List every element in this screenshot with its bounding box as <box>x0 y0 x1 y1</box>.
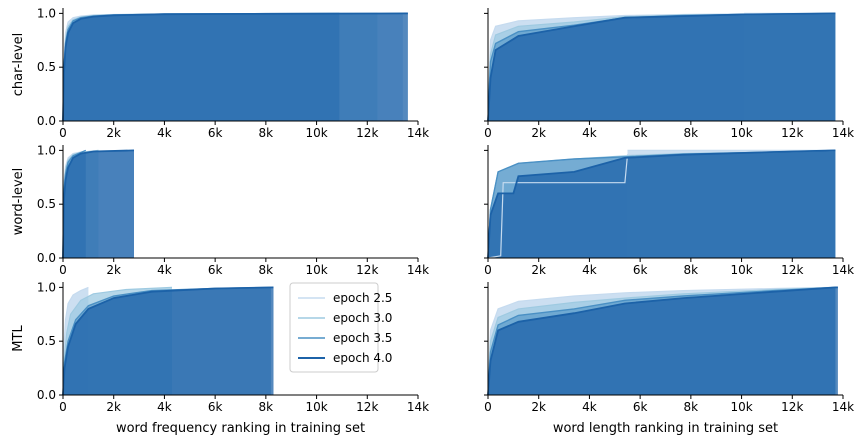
x-tick-label-char-length-3: 6k <box>633 126 648 140</box>
x-tick-label-mtl-frequency-0: 0 <box>59 400 67 414</box>
x-tick-label-char-frequency-1: 2k <box>106 126 121 140</box>
x-tick-label-mtl-frequency-5: 10k <box>305 400 327 414</box>
x-tick-label-word-length-5: 10k <box>730 263 752 277</box>
x-tick-label-char-frequency-5: 10k <box>305 126 327 140</box>
x-tick-label-word-length-3: 6k <box>633 263 648 277</box>
line-mtl-frequency-series-1 <box>62 286 173 396</box>
panel-mtl-frequency: 0 2k 4k 6k 8k 10k 12k 14k 0.0 0.5 1.0 MTL word frequ… <box>11 280 429 436</box>
y-axis-title-mtl-frequency: MTL <box>11 325 26 352</box>
x-tick-label-char-length-0: 0 <box>484 126 492 140</box>
x-tick-label-mtl-length-6: 12k <box>781 400 803 414</box>
area-char-length-series-3 <box>488 13 836 121</box>
line-char-length-series-3 <box>487 12 836 122</box>
y-tick-label-char-frequency-2: 1.0 <box>37 6 56 20</box>
x-tick-label-mtl-frequency-6: 12k <box>356 400 378 414</box>
y-tick-label-word-frequency-2: 1.0 <box>37 143 56 157</box>
y-tick-label-mtl-frequency-1: 0.5 <box>37 334 56 348</box>
x-tick-label-word-length-7: 14k <box>832 263 854 277</box>
x-tick-label-mtl-length-2: 4k <box>582 400 597 414</box>
x-tick-label-word-length-4: 8k <box>684 263 699 277</box>
x-tick-label-word-frequency-1: 2k <box>106 263 121 277</box>
x-axis-title-mtl-length: word length ranking in training set <box>553 421 778 436</box>
x-tick-label-char-frequency-7: 14k <box>407 126 429 140</box>
x-tick-label-char-length-5: 10k <box>730 126 752 140</box>
line-word-frequency-series-3 <box>62 149 135 259</box>
x-tick-label-char-length-6: 12k <box>781 126 803 140</box>
y-axis-title-word-frequency: word-level <box>11 168 26 236</box>
x-tick-label-word-frequency-6: 12k <box>356 263 378 277</box>
panel-char-frequency: 0 2k 4k 6k 8k 10k 12k 14k 0.0 0.5 1.0 char-level <box>11 6 429 140</box>
x-tick-label-mtl-length-0: 0 <box>484 400 492 414</box>
y-tick-label-word-frequency-0: 0.0 <box>37 251 56 265</box>
line-mtl-frequency-series-0 <box>62 286 89 396</box>
area-mtl-frequency-series-3 <box>63 287 274 395</box>
x-tick-label-char-frequency-4: 8k <box>259 126 274 140</box>
x-tick-label-mtl-length-4: 8k <box>684 400 699 414</box>
x-tick-label-mtl-length-1: 2k <box>531 400 546 414</box>
legend-label-0: epoch 2.5 <box>333 291 392 305</box>
x-tick-label-char-length-4: 8k <box>684 126 699 140</box>
x-tick-label-word-frequency-0: 0 <box>59 263 67 277</box>
x-tick-label-char-frequency-0: 0 <box>59 126 67 140</box>
x-tick-label-mtl-frequency-2: 4k <box>157 400 172 414</box>
area-word-frequency-series-3 <box>63 150 134 258</box>
area-word-length-series-3 <box>488 150 836 258</box>
line-mtl-frequency-series-3 <box>62 286 274 396</box>
x-tick-label-mtl-frequency-1: 2k <box>106 400 121 414</box>
y-tick-label-mtl-frequency-2: 1.0 <box>37 280 56 294</box>
x-tick-label-mtl-length-3: 6k <box>633 400 648 414</box>
line-char-frequency-series-3 <box>62 12 408 122</box>
x-tick-label-word-frequency-7: 14k <box>407 263 429 277</box>
panel-char-length: 0 2k 4k 6k 8k 10k 12k 14k <box>484 8 854 140</box>
x-tick-label-mtl-frequency-7: 14k <box>407 400 429 414</box>
x-tick-label-word-frequency-2: 4k <box>157 263 172 277</box>
panel-mtl-length: 0 2k 4k 6k 8k 10k 12k 14k word length ranking in… <box>484 282 854 436</box>
x-tick-label-char-length-2: 4k <box>582 126 597 140</box>
x-tick-label-char-frequency-6: 12k <box>356 126 378 140</box>
x-tick-label-mtl-frequency-3: 6k <box>208 400 223 414</box>
area-mtl-length-series-3 <box>488 287 838 395</box>
line-mtl-length-series-2 <box>487 286 836 396</box>
x-tick-label-word-length-1: 2k <box>531 263 546 277</box>
y-axis-title-char-frequency: char-level <box>11 33 26 96</box>
x-tick-label-word-frequency-3: 6k <box>208 263 223 277</box>
panel-word-frequency: 0 2k 4k 6k 8k 10k 12k 14k 0.0 0.5 1.0 word-level <box>11 143 429 277</box>
x-tick-label-mtl-length-7: 14k <box>832 400 854 414</box>
line-word-length-series-3 <box>487 149 836 259</box>
legend-label-2: epoch 3.5 <box>333 331 392 345</box>
y-tick-label-char-frequency-1: 0.5 <box>37 60 56 74</box>
x-tick-label-mtl-length-5: 10k <box>730 400 752 414</box>
panel-word-length: 0 2k 4k 6k 8k 10k 12k 14k <box>484 145 854 277</box>
x-tick-label-word-length-6: 12k <box>781 263 803 277</box>
line-mtl-length-series-0 <box>487 286 836 396</box>
x-tick-label-char-length-1: 2k <box>531 126 546 140</box>
legend-box <box>289 282 379 373</box>
area-char-frequency-series-3 <box>63 13 408 121</box>
line-mtl-length-series-3 <box>487 286 838 396</box>
x-tick-label-word-length-2: 4k <box>582 263 597 277</box>
x-tick-label-word-frequency-5: 10k <box>305 263 327 277</box>
x-tick-label-word-frequency-4: 8k <box>259 263 274 277</box>
y-tick-label-char-frequency-0: 0.0 <box>37 114 56 128</box>
y-tick-label-mtl-frequency-0: 0.0 <box>37 388 56 402</box>
x-tick-label-char-frequency-3: 6k <box>208 126 223 140</box>
legend-label-1: epoch 3.0 <box>333 311 392 325</box>
x-tick-label-char-length-7: 14k <box>832 126 854 140</box>
x-tick-label-mtl-frequency-4: 8k <box>259 400 274 414</box>
legend-label-3: epoch 4.0 <box>333 351 392 365</box>
y-tick-label-word-frequency-1: 0.5 <box>37 197 56 211</box>
line-mtl-length-series-1 <box>487 286 836 396</box>
legend: epoch 2.5 epoch 3.0 epoch 3.5 epoch 4.0 <box>289 282 392 373</box>
x-axis-title-mtl-frequency: word frequency ranking in training set <box>116 421 365 436</box>
x-tick-label-word-length-0: 0 <box>484 263 492 277</box>
panels: 0 2k 4k 6k 8k 10k 12k 14k 0.0 0.5 1.0 char-level 0 2k… <box>11 6 854 436</box>
x-tick-label-char-frequency-2: 4k <box>157 126 172 140</box>
